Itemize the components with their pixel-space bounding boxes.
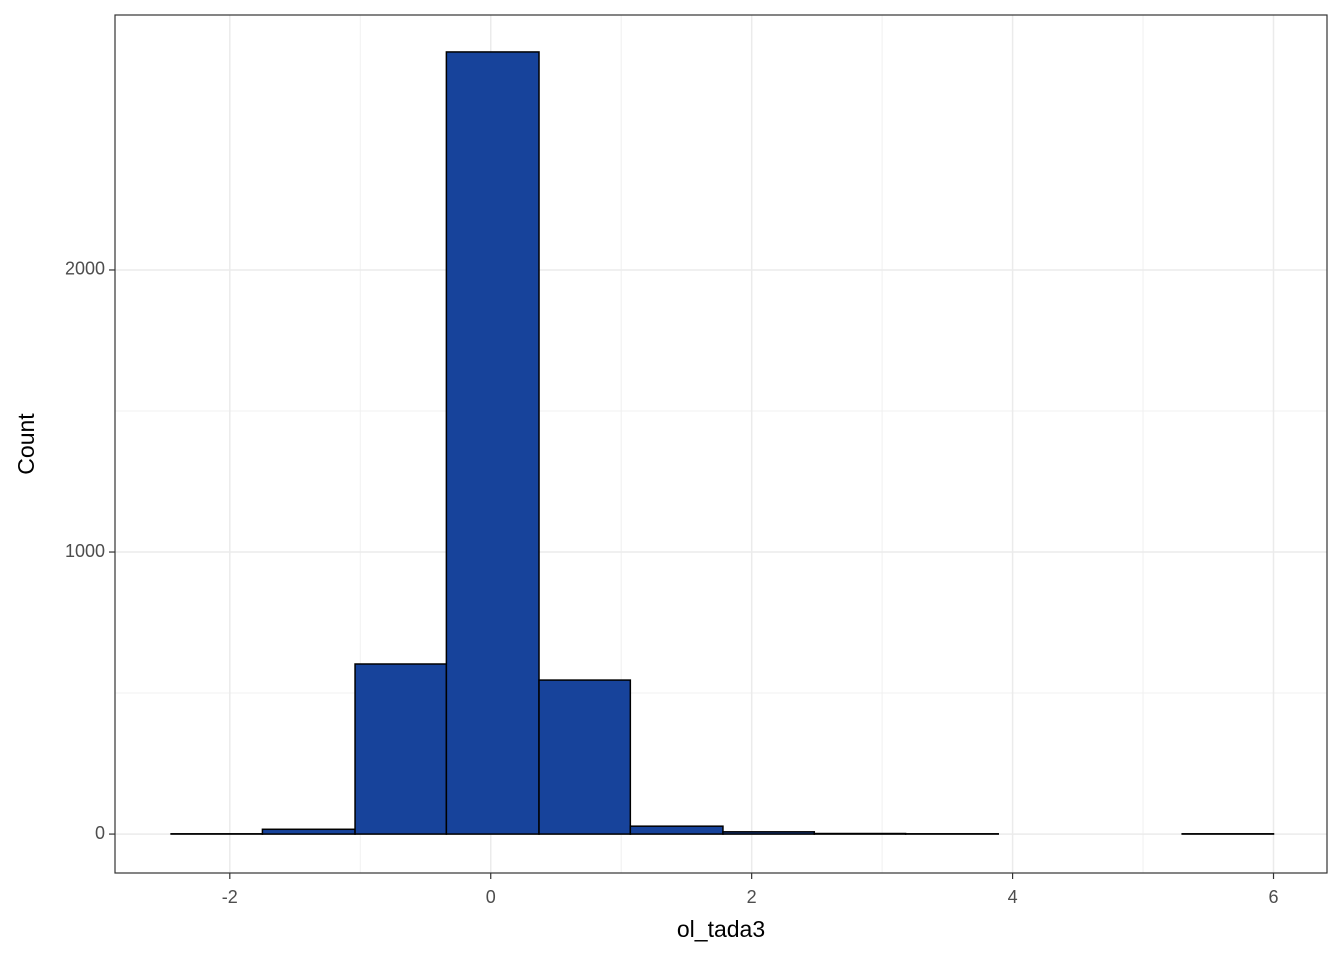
y-tick-label: 2000 <box>65 259 105 279</box>
bar <box>722 831 816 835</box>
x-tick-label: 2 <box>747 887 757 907</box>
x-axis-title: ol_tada3 <box>677 916 765 942</box>
bar <box>538 679 632 835</box>
bar <box>354 663 448 835</box>
y-tick-label: 0 <box>95 823 105 843</box>
x-tick-label: 6 <box>1269 887 1279 907</box>
x-tick-label: -2 <box>222 887 238 907</box>
bar <box>261 828 356 835</box>
x-tick-label: 0 <box>486 887 496 907</box>
bar <box>445 51 540 835</box>
y-tick-label: 1000 <box>65 541 105 561</box>
bar <box>629 825 724 835</box>
plot-border <box>114 14 1328 874</box>
y-axis-title: Count <box>13 413 39 475</box>
x-tick-label: 4 <box>1008 887 1018 907</box>
bar <box>813 832 907 835</box>
